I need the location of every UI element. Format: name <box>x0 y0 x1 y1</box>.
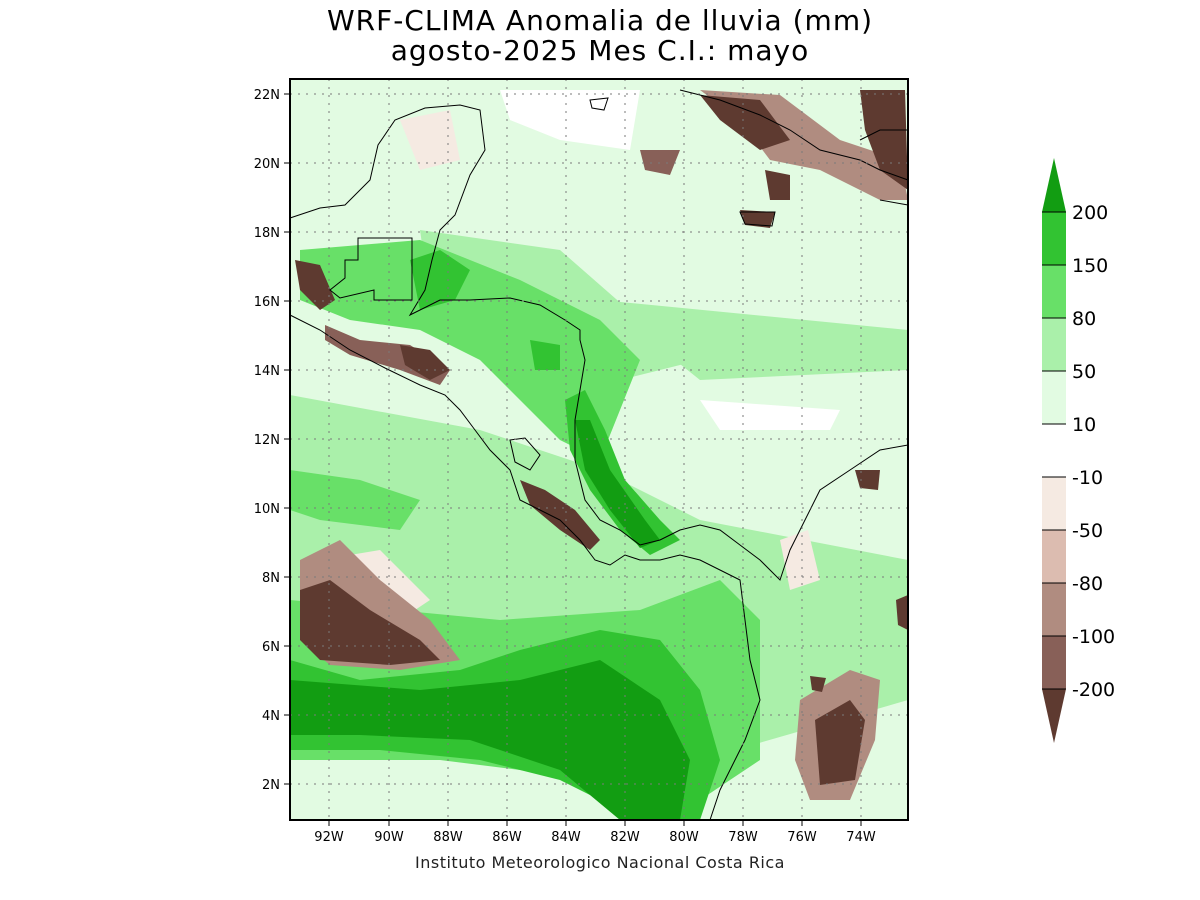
lon-tick-label: 76W <box>787 830 817 845</box>
colorbar-label: -200 <box>1072 679 1115 701</box>
colorbar-segment <box>1042 212 1066 265</box>
strongest-wet-belt <box>290 660 690 820</box>
lon-tick-label: 84W <box>551 830 581 845</box>
caribbean-coastline <box>289 104 909 581</box>
lat-tick-label: 12N <box>254 433 280 448</box>
lon-tick-label: 82W <box>610 830 640 845</box>
colorbar-label: 150 <box>1072 255 1108 277</box>
colorbar-label: 200 <box>1072 202 1108 224</box>
lat-tick-label: 10N <box>254 502 280 517</box>
honduras-wet-core <box>530 340 560 370</box>
cuba-dry-core <box>765 170 790 200</box>
colorbar-label: 50 <box>1072 361 1096 383</box>
lat-tick-label: 6N <box>262 640 280 655</box>
colorbar-segment <box>1042 265 1066 318</box>
hispaniola-coastline <box>859 129 908 141</box>
colorbar-label: -100 <box>1072 626 1115 648</box>
lake-nicaragua <box>509 437 541 471</box>
belize-wet-core <box>410 250 470 310</box>
chiapas-dry-core <box>295 260 335 310</box>
medium-green-zone <box>290 470 420 530</box>
map-plot-area <box>290 79 908 820</box>
lon-tick-label: 86W <box>492 830 522 845</box>
lon-tick-label: 90W <box>374 830 404 845</box>
yucatan-slight-dry <box>400 110 460 170</box>
lat-tick-label: 2N <box>262 778 280 793</box>
lon-tick-label: 74W <box>846 830 876 845</box>
map-frame <box>289 78 909 821</box>
map-grid <box>290 79 908 820</box>
cuba-coastline <box>679 89 909 181</box>
lon-tick-label: 92W <box>314 830 344 845</box>
lon-tick-label: 78W <box>728 830 758 845</box>
coastlines <box>289 89 909 821</box>
pacific-coastline <box>289 314 761 821</box>
colorbar-segment <box>1042 477 1066 530</box>
colorbar-segment <box>1042 371 1066 424</box>
slight-dry-zone <box>780 530 820 590</box>
colorbar-segment <box>1042 583 1066 636</box>
pacific-dry-core <box>300 580 440 665</box>
lon-tick-label: 88W <box>433 830 463 845</box>
colorbar-label: 10 <box>1072 414 1096 436</box>
colorbar: 200 150 80 50 10 -10 -50 -80 -100 -200 <box>1042 158 1115 743</box>
lat-tick-label: 14N <box>254 364 280 379</box>
costa-rica-dry-core <box>520 480 600 550</box>
guatemala-border <box>329 237 413 301</box>
colorbar-bottom-arrow <box>1042 689 1066 743</box>
tick-marks <box>284 93 862 826</box>
colorbar-segment <box>1042 318 1066 371</box>
colombia-dry-core <box>896 595 908 630</box>
colorbar-ticks <box>1042 211 1066 690</box>
colorbar-segment <box>1042 636 1066 689</box>
lat-tick-label: 18N <box>254 226 280 241</box>
lat-tick-label: 22N <box>254 88 280 103</box>
colorbar-label: -80 <box>1072 573 1103 595</box>
colorbar-segment <box>1042 530 1066 583</box>
colombia-dry-core <box>810 676 826 692</box>
light-green-zone <box>600 300 908 380</box>
jamaica-coastline <box>739 211 776 227</box>
guatemala-dry-core <box>400 345 450 380</box>
lat-tick-label: 8N <box>262 571 280 586</box>
cuba-dry-core <box>700 95 790 150</box>
colorbar-label: -10 <box>1072 467 1103 489</box>
puerto-rico-coastline <box>879 199 909 206</box>
neutral-zone <box>700 400 840 430</box>
footer-credit: Instituto Meteorologico Nacional Costa R… <box>415 853 785 872</box>
map-title-line1: WRF-CLIMA Anomalia de lluvia (mm) <box>326 4 874 37</box>
colorbar-label: -50 <box>1072 520 1103 542</box>
colorbar-top-arrow <box>1042 158 1066 212</box>
hispaniola-dry-core <box>860 90 908 190</box>
island-outline <box>589 97 609 111</box>
map-title-line2: agosto-2025 Mes C.I.: mayo <box>390 34 810 67</box>
lat-tick-label: 20N <box>254 157 280 172</box>
lat-tick-label: 4N <box>262 709 280 724</box>
latitude-labels: 2N 4N 6N 8N 10N 12N 14N 16N 18N 20N 22N <box>254 88 280 793</box>
lat-tick-label: 16N <box>254 295 280 310</box>
longitude-labels: 92W 90W 88W 86W 84W 82W 80W 78W 76W 74W <box>314 830 876 845</box>
lon-tick-label: 80W <box>669 830 699 845</box>
colombia-dry-core <box>815 700 865 785</box>
colombia-dry-core <box>855 470 880 490</box>
neutral-zone <box>500 90 640 150</box>
medium-green-zone <box>300 240 640 460</box>
colorbar-segment <box>1042 424 1066 477</box>
colorbar-label: 80 <box>1072 308 1096 330</box>
jamaica-dry-core <box>740 210 775 228</box>
caribbean-wet-core <box>575 420 660 548</box>
